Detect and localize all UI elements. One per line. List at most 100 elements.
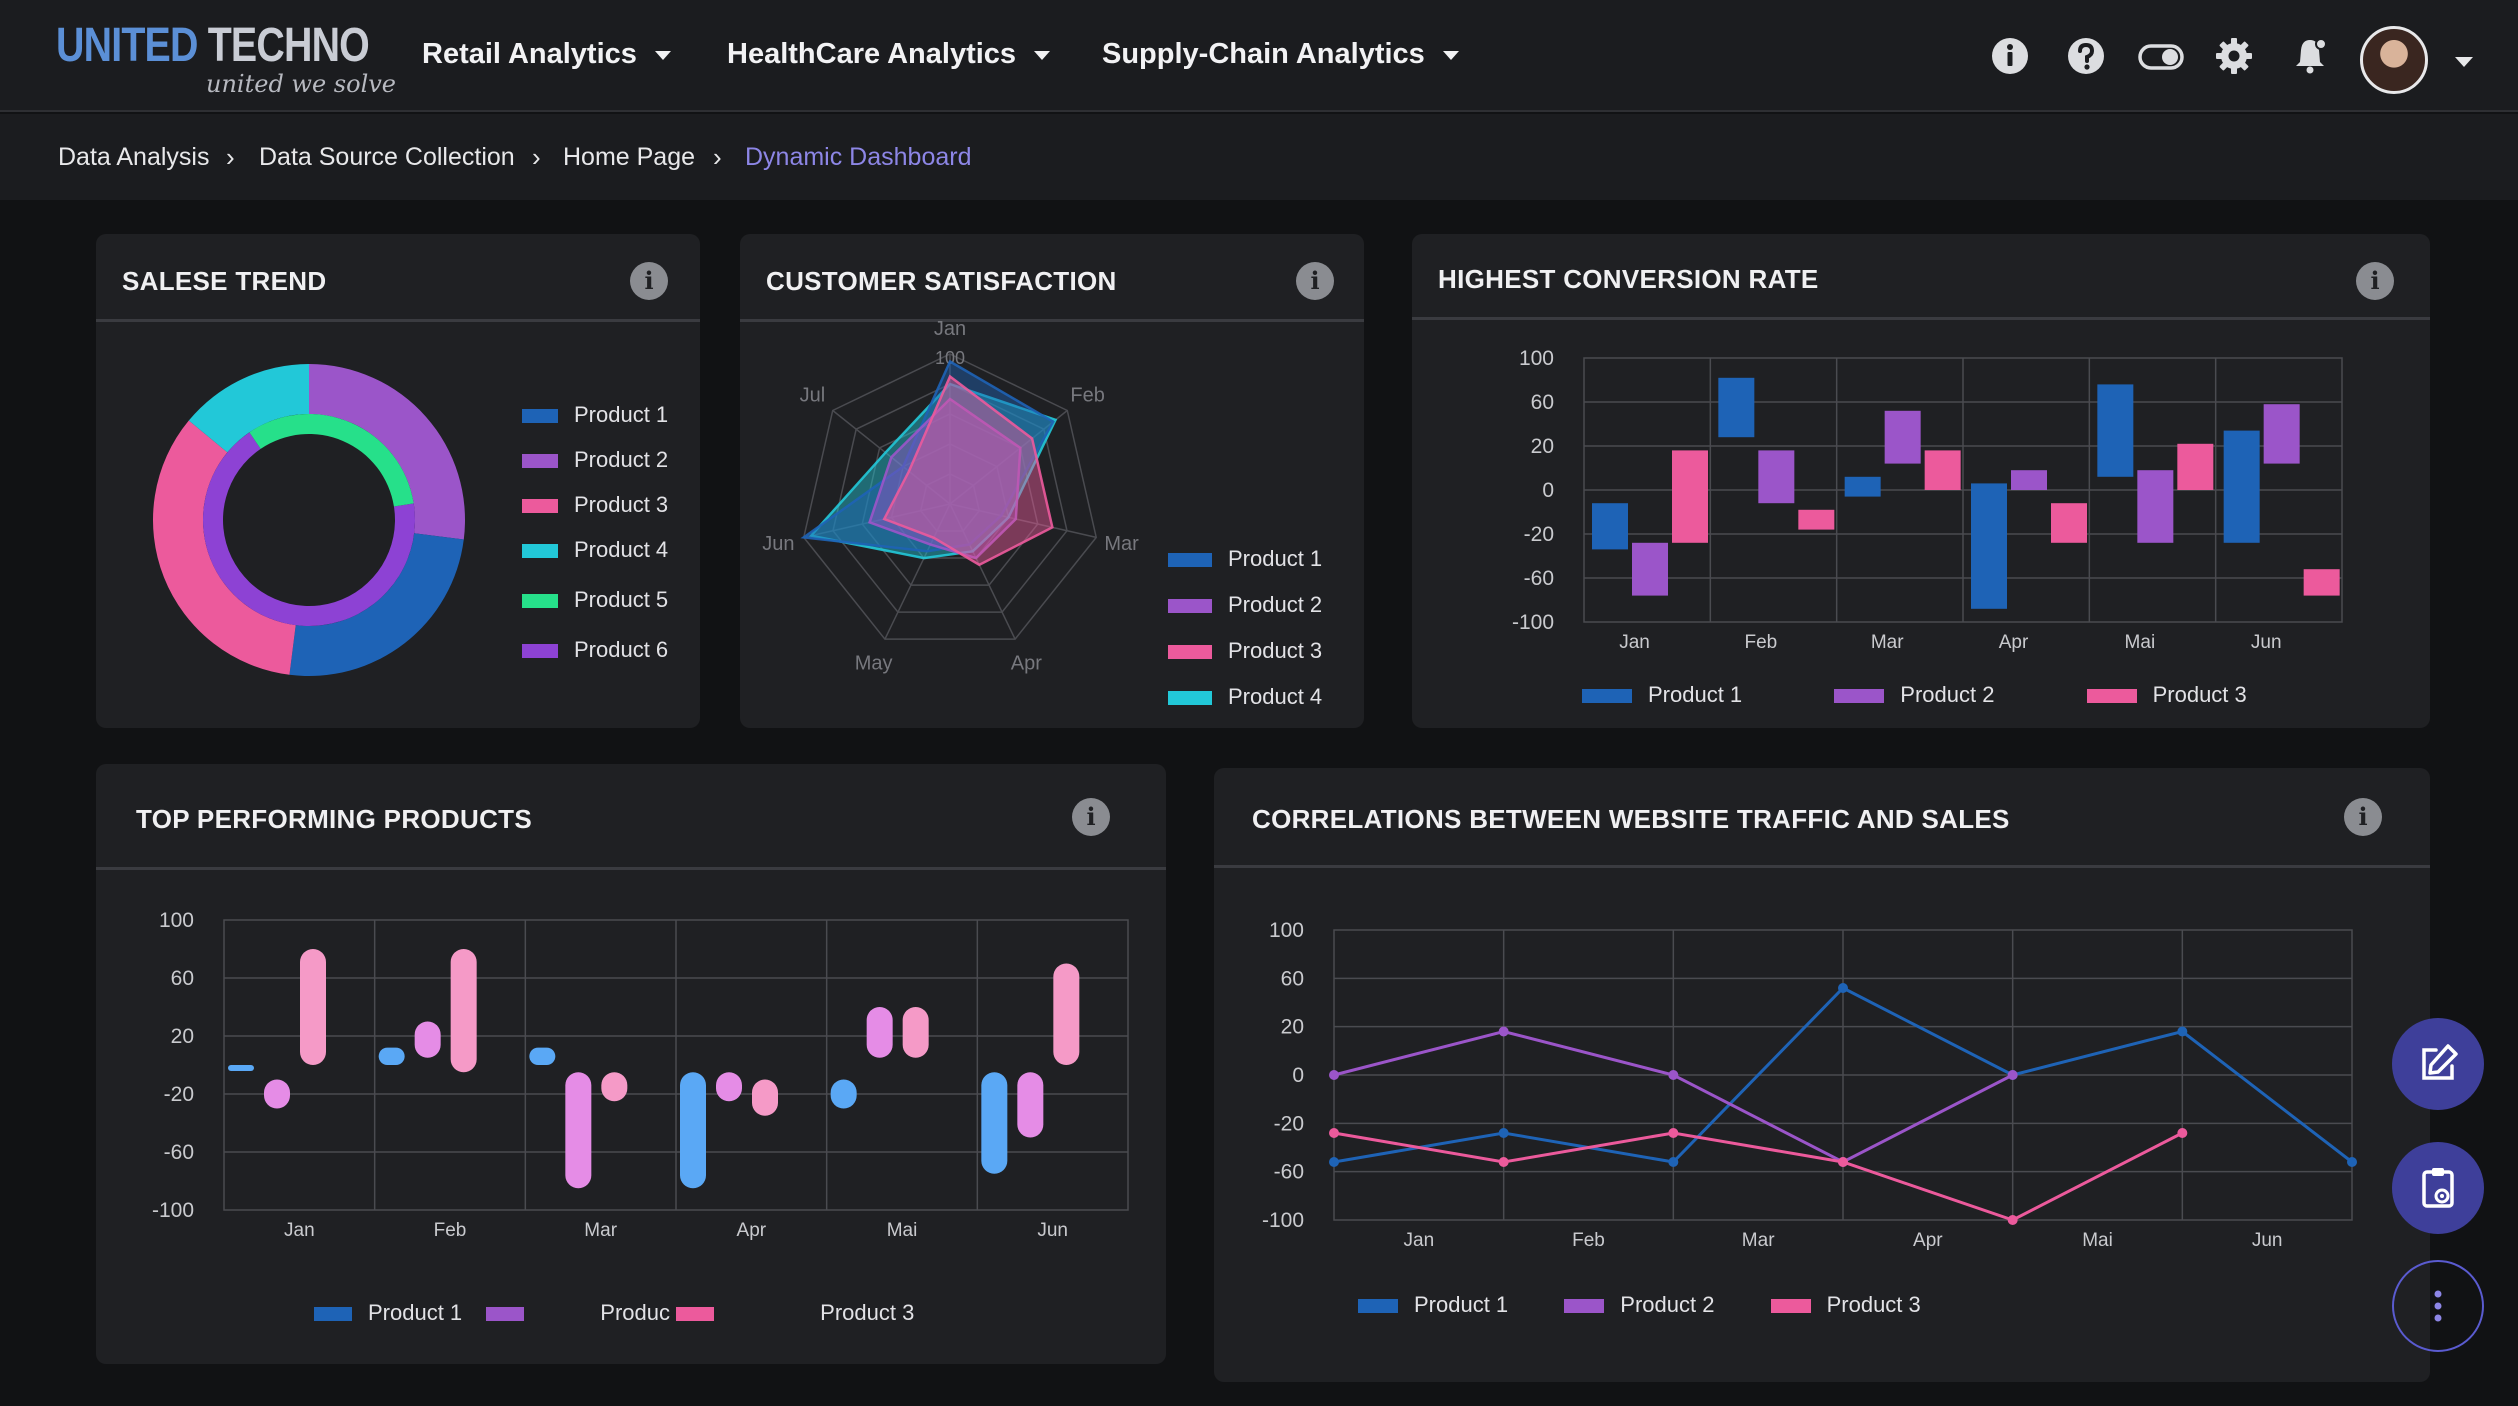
donut-slice-product-5 [249,413,414,507]
bar-product-3 [1672,450,1708,543]
legend-item: Product 4 [1168,684,1322,730]
info-icon[interactable]: i [630,262,668,300]
y-tick-label: 60 [1531,391,1554,414]
y-tick-label: 100 [159,909,194,932]
legend-item: Product 1 [522,402,668,447]
radar-grid-ring [832,383,1068,613]
card-header [740,234,1364,322]
sales-trend-legend: Product 1 Product 2 Product 3 Product 4 … [522,402,668,682]
customer-satisfaction-card: CUSTOMER SATISFACTION i Jan Feb Mar Apr May J… [740,234,1364,728]
bar-product-1 [378,1047,405,1065]
y-tick-label: -20 [1524,523,1554,546]
chevron-down-icon [1034,50,1051,60]
info-icon[interactable]: i [2344,798,2382,836]
data-point [1329,1128,1339,1138]
account-menu-chevron-icon[interactable] [2455,57,2473,67]
toggle-icon[interactable] [2138,36,2184,76]
legend-swatch [1564,1299,1605,1314]
info-icon[interactable]: i [1072,798,1110,836]
bar-product-2 [1884,410,1921,464]
x-tick-label: Jan [284,1220,315,1241]
edit-button[interactable] [2392,1018,2484,1110]
breadcrumb-home-page[interactable]: Home Page [563,143,696,171]
more-options-button[interactable] [2392,1260,2484,1352]
breadcrumb-data-source-collection[interactable]: Data Source Collection [259,143,515,171]
data-point [2007,1070,2018,1080]
bar-product-1 [1971,483,2007,609]
chevron-down-icon [654,50,671,60]
bar-product-1 [2097,384,2134,477]
donut-slice-product-3 [153,420,296,675]
bar-product-1 [1592,503,1628,550]
bar-product-2 [1632,542,1668,596]
card-header [96,764,1166,870]
gear-icon[interactable] [2214,36,2254,76]
conversion-legend: Product 1 Product 2 Product 3 [1582,682,2247,708]
y-tick-label: -20 [164,1083,194,1106]
card-title: CUSTOMER SATISFACTION [766,266,1117,296]
bar-product-3 [601,1072,628,1102]
nav-supply-chain-analytics[interactable]: Supply-Chain Analytics [1102,38,1459,71]
radar-scale-label: 100 [935,348,965,368]
top-products-bar-chart: 100 60 20 -20 -60 -100 Jan Feb Mar Apr Mai Jun [152,909,1129,1241]
legend-swatch [1168,645,1212,660]
bell-icon[interactable] [2290,36,2330,76]
avatar[interactable] [2360,26,2428,94]
legend-item: Product 3 [2086,682,2247,707]
info-icon[interactable]: i [2356,262,2394,300]
sales-trend-donut-chart [153,364,465,676]
radar-axis-label: Jun [762,533,794,555]
legend-swatch [1834,689,1885,704]
x-tick-label: Jan [1404,1230,1435,1251]
legend-swatch [522,594,558,609]
donut-slice-product-2 [309,364,465,540]
x-tick-label: Jun [1037,1220,1068,1241]
bar-product-2 [264,1079,290,1109]
y-tick-label: -60 [164,1141,194,1164]
bar-product-3 [2051,503,2087,543]
legend-swatch [1168,599,1212,614]
legend-item: Product 1 [314,1300,462,1325]
x-tick-label: Jun [2251,632,2282,653]
correlations-card: CORRELATIONS BETWEEN WEBSITE TRAFFIC AND… [1214,768,2430,1382]
legend-item: Product 3 [522,492,668,537]
bar-product-1 [981,1072,1008,1174]
top-performing-products-card: TOP PERFORMING PRODUCTS i 100 60 20 -20 -60 -… [96,764,1166,1364]
radar-series-product-2 [867,397,1022,560]
breadcrumb-data-analysis[interactable]: Data Analysis [58,143,210,171]
card-header [96,234,700,322]
x-tick-label: Mai [2125,632,2156,653]
clipboard-gear-icon [2422,1168,2454,1208]
card-header [1214,768,2430,868]
radar-series-product-3 [882,374,1054,567]
card-header [1412,234,2430,320]
y-tick-label: -60 [1274,1161,1304,1184]
y-tick-label: 100 [1519,347,1554,370]
radar-axis-line [949,503,1097,539]
bar-product-2 [2263,404,2300,464]
chevron-down-icon [1442,50,1459,60]
y-tick-label: -20 [1274,1112,1304,1135]
data-point [2347,1157,2357,1167]
nav-retail-analytics[interactable]: Retail Analytics [422,38,671,71]
y-tick-label: 0 [1542,479,1554,502]
data-point [1838,983,1848,993]
data-point [2177,1128,2188,1138]
legend-item: Product 5 [522,587,668,637]
bar-product-1 [529,1047,556,1065]
info-icon[interactable] [1990,36,2030,76]
legend-item: Product 2 [1834,682,1994,707]
x-tick-label: Feb [434,1220,467,1241]
y-tick-label: 60 [171,967,194,990]
help-icon[interactable] [2066,36,2106,76]
clipboard-settings-button[interactable] [2392,1142,2484,1234]
y-tick-label: 20 [171,1025,194,1048]
x-tick-label: Mar [1871,632,1904,653]
info-icon[interactable]: i [1296,262,1334,300]
brand-logo[interactable]: UNITED TECHNO united we solve [56,20,396,100]
nav-healthcare-analytics[interactable]: HealthCare Analytics [727,38,1051,71]
y-tick-label: -100 [152,1199,194,1222]
breadcrumb-separator-icon: › [532,142,541,172]
legend-swatch [1168,691,1212,706]
bar-product-3 [450,949,477,1073]
